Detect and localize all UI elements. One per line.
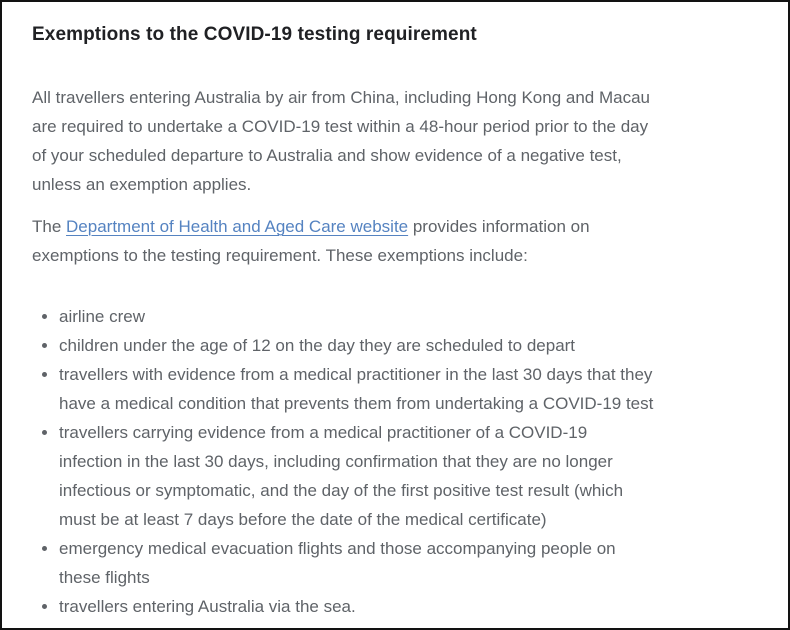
list-item: airline crew <box>42 302 754 331</box>
list-item: travellers with evidence from a medical … <box>42 360 754 418</box>
exemptions-list: airline crew children under the age of 1… <box>32 302 754 621</box>
list-item: children under the age of 12 on the day … <box>42 331 754 360</box>
link-paragraph-suffix: provides information on exemptions to th… <box>32 217 590 265</box>
intro-paragraph: All travellers entering Australia by air… <box>32 88 650 194</box>
link-paragraph: The Department of Health and Aged Care w… <box>32 212 754 270</box>
list-item: travellers carrying evidence from a medi… <box>42 418 754 534</box>
list-item: travellers entering Australia via the se… <box>42 592 754 621</box>
article-section: Exemptions to the COVID-19 testing requi… <box>2 2 788 621</box>
list-item: emergency medical evacuation flights and… <box>42 534 754 592</box>
link-paragraph-prefix: The <box>32 217 67 236</box>
health-dept-link[interactable]: Department of Health and Aged Care websi… <box>66 217 409 236</box>
section-heading: Exemptions to the COVID-19 testing requi… <box>32 24 477 45</box>
